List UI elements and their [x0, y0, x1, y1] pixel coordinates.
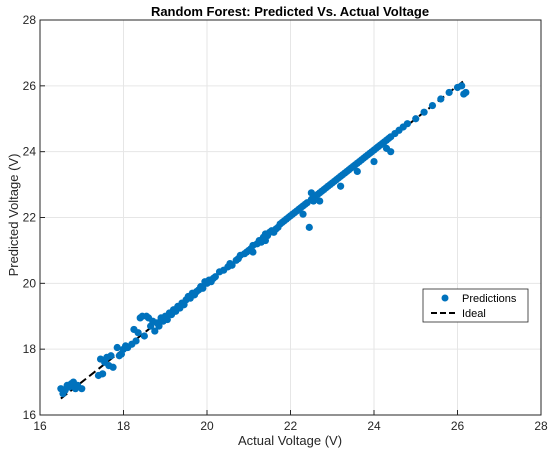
- prediction-point: [132, 337, 140, 345]
- prediction-point: [458, 82, 466, 90]
- prediction-point: [370, 157, 378, 166]
- prediction-point: [387, 148, 395, 156]
- x-tick-label: 20: [200, 419, 214, 433]
- prediction-point: [428, 101, 437, 110]
- prediction-point: [460, 90, 468, 98]
- legend: Predictions Ideal: [422, 288, 529, 323]
- prediction-point: [99, 370, 107, 378]
- prediction-point: [78, 385, 86, 393]
- x-tick-label: 26: [451, 419, 465, 433]
- x-axis-label: Actual Voltage (V): [238, 433, 342, 448]
- prediction-point: [261, 236, 270, 245]
- legend-predictions-marker: [441, 294, 449, 302]
- prediction-point: [316, 197, 324, 205]
- y-tick-label: 22: [23, 211, 37, 225]
- prediction-point: [109, 363, 117, 371]
- x-tick-label: 16: [33, 419, 47, 433]
- x-tick-label: 24: [367, 419, 381, 433]
- prediction-point: [155, 322, 163, 330]
- prediction-points: [57, 82, 470, 398]
- prediction-point: [420, 108, 428, 116]
- prediction-point: [134, 329, 142, 337]
- x-tick-label: 28: [534, 419, 548, 433]
- prediction-point: [305, 223, 313, 231]
- prediction-point: [107, 352, 115, 360]
- prediction-point: [299, 210, 307, 218]
- prediction-point: [445, 88, 453, 97]
- y-tick-label: 20: [23, 276, 37, 290]
- prediction-point: [211, 273, 219, 281]
- y-tick-label: 24: [23, 145, 37, 159]
- x-ticks: 16 18 20 22 24 26 28: [33, 410, 548, 433]
- prediction-point: [353, 167, 361, 176]
- prediction-point: [140, 332, 148, 340]
- prediction-point: [113, 343, 121, 352]
- prediction-point: [307, 189, 315, 197]
- legend-box: [422, 288, 529, 323]
- y-tick-label: 16: [23, 408, 37, 422]
- prediction-point: [403, 120, 411, 128]
- prediction-point: [151, 327, 159, 335]
- y-tick-label: 28: [23, 13, 37, 27]
- prediction-point: [228, 261, 236, 269]
- legend-ideal-label: Ideal: [462, 308, 486, 320]
- prediction-point: [337, 182, 345, 190]
- y-ticks: 16 18 20 22 24 26 28: [23, 13, 45, 422]
- prediction-point: [412, 115, 420, 123]
- prediction-point: [437, 95, 445, 103]
- legend-predictions-label: Predictions: [462, 293, 517, 305]
- x-tick-label: 22: [284, 419, 298, 433]
- y-axis-label: Predicted Voltage (V): [6, 154, 21, 277]
- x-tick-label: 18: [117, 419, 131, 433]
- y-tick-label: 18: [23, 342, 37, 356]
- prediction-point: [249, 248, 257, 256]
- y-tick-label: 26: [23, 79, 37, 93]
- prediction-point: [199, 284, 207, 292]
- chart-title: Random Forest: Predicted Vs. Actual Volt…: [151, 4, 429, 19]
- prediction-point: [163, 315, 171, 324]
